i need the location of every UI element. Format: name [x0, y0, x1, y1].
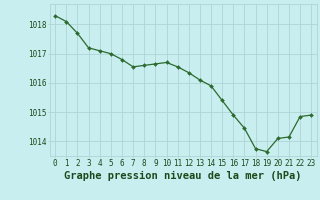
X-axis label: Graphe pression niveau de la mer (hPa): Graphe pression niveau de la mer (hPa) — [64, 171, 302, 181]
